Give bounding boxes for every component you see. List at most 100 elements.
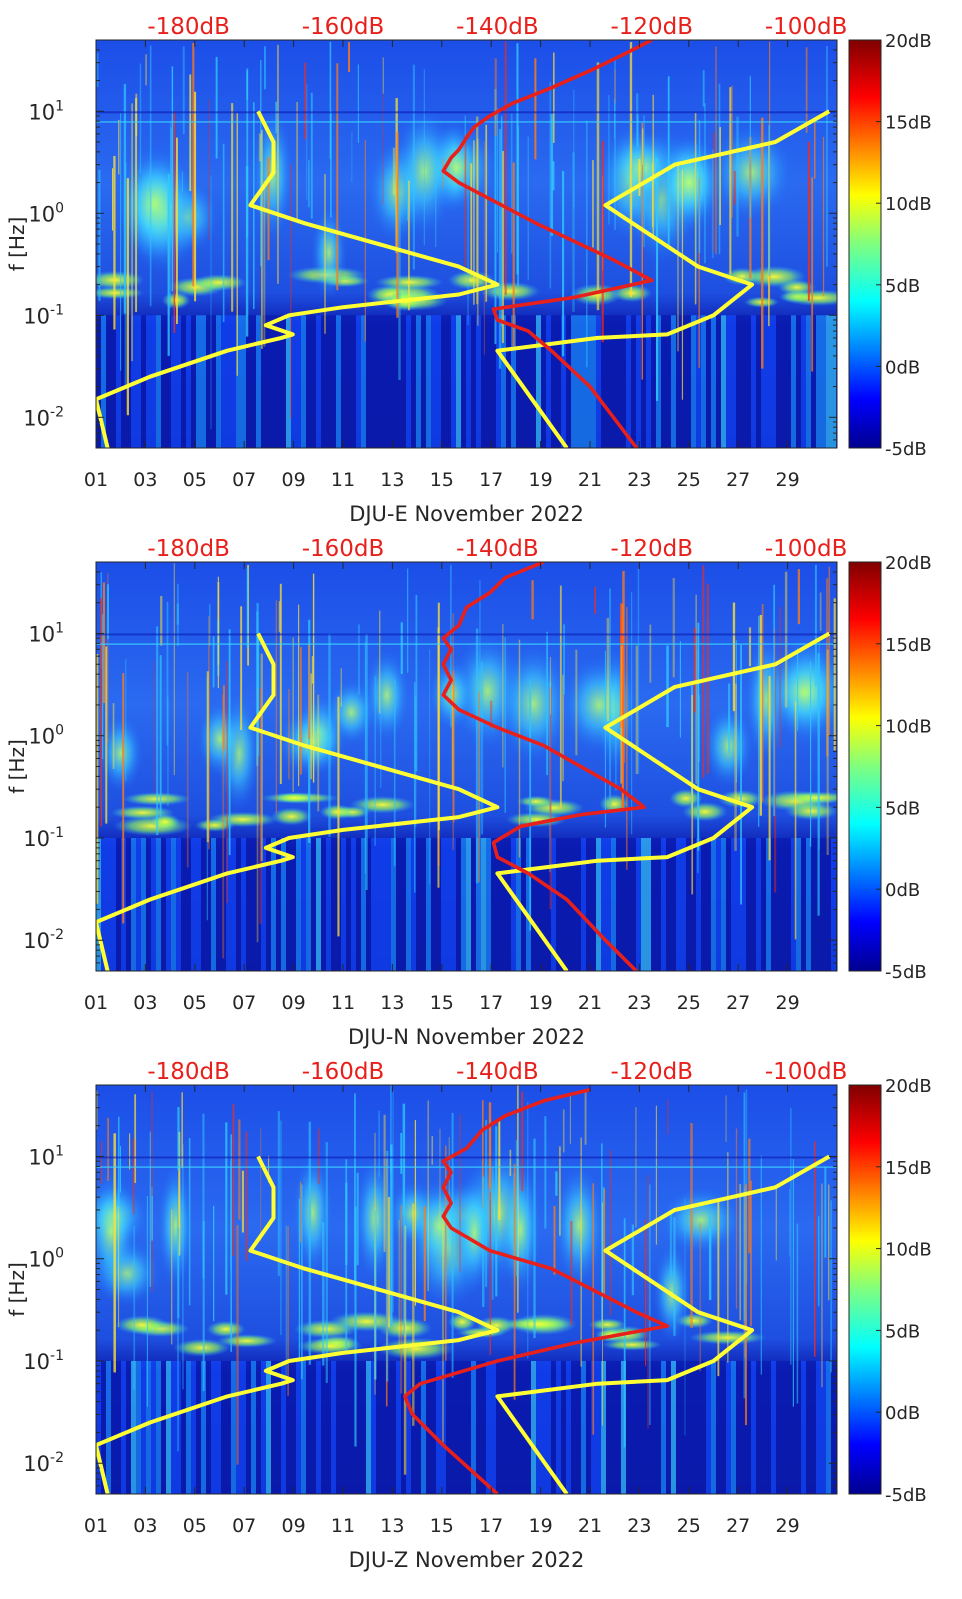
y-tick-label: 101 <box>28 1143 64 1169</box>
colorbar: 20dB 15dB 10dB 5dB 0dB -5dB <box>848 31 932 460</box>
x-tick-label: 19 <box>529 992 553 1014</box>
top-db-tick-label: -120dB <box>610 1059 693 1085</box>
colorbar-tick-label: 15dB <box>885 113 932 134</box>
x-tick-label: 21 <box>578 992 602 1014</box>
x-tick-label: 27 <box>726 992 750 1014</box>
x-tick-label: 17 <box>479 469 503 491</box>
y-tick-label: 10-2 <box>23 927 64 953</box>
x-tick-label: 19 <box>529 469 553 491</box>
x-tick-label: 09 <box>282 469 306 491</box>
y-tick-label: 101 <box>28 98 64 124</box>
x-tick-label: 29 <box>776 469 800 491</box>
top-db-tick-label: -180dB <box>147 14 230 40</box>
colorbar-tick-label: 5dB <box>885 1321 920 1342</box>
x-tick-label: 13 <box>380 1515 404 1537</box>
x-tick-label: 03 <box>133 469 157 491</box>
colorbar-tick-label: 15dB <box>885 635 932 656</box>
y-tick-label: 100 <box>28 1246 64 1272</box>
colorbar-gradient <box>848 1084 882 1495</box>
top-db-tick-label: -160dB <box>302 536 385 562</box>
noise-model-curve-1 <box>96 110 500 448</box>
top-db-tick-label: -180dB <box>147 536 230 562</box>
x-tick-label: 27 <box>726 1515 750 1537</box>
y-axis-label: f [Hz] <box>5 217 29 272</box>
x-tick-label: 15 <box>430 992 454 1014</box>
x-tick-label: 05 <box>183 1515 207 1537</box>
noise-model-curve-2 <box>495 631 831 971</box>
y-tick-label: 10-1 <box>23 825 64 851</box>
x-tick-label: 11 <box>331 1515 355 1537</box>
station-label: DJU-E November 2022 <box>349 502 584 526</box>
x-tick-label: 07 <box>232 992 256 1014</box>
y-tick-label: 10-1 <box>23 302 64 328</box>
x-tick-label: 29 <box>776 1515 800 1537</box>
colorbar-tick-label: 0dB <box>885 880 920 901</box>
x-tick-label: 23 <box>627 992 651 1014</box>
spectrogram-image <box>96 562 837 971</box>
x-tick-label: 09 <box>282 992 306 1014</box>
colorbar-tick-label: -5dB <box>885 962 927 983</box>
colorbar-tick-label: 20dB <box>885 31 932 52</box>
colorbar-tick-label: 5dB <box>885 276 920 297</box>
colorbar-tick-label: 20dB <box>885 553 932 574</box>
noise-model-curve-1 <box>96 1155 500 1494</box>
noise-model-curve-1 <box>96 632 500 971</box>
self-noise-curve <box>441 562 646 971</box>
colorbar-tick-label: -5dB <box>885 439 927 460</box>
y-tick-label: 10-2 <box>23 1450 64 1476</box>
spectrogram-panel-3: 01 03 05 07 09 11 13 15 17 19 21 23 25 27 29 10-2 10-1 10… <box>5 1059 932 1572</box>
x-tick-label: 25 <box>677 1515 701 1537</box>
colorbar-tick-label: 5dB <box>885 798 920 819</box>
x-tick-label: 19 <box>529 1515 553 1537</box>
x-tick-label: 05 <box>183 469 207 491</box>
top-db-tick-label: -180dB <box>147 1059 230 1085</box>
spectrogram-image <box>96 40 837 448</box>
x-tick-label: 21 <box>578 1515 602 1537</box>
colorbar-tick-label: 20dB <box>885 1076 932 1097</box>
top-db-tick-label: -100dB <box>765 1059 848 1085</box>
top-db-tick-label: -160dB <box>302 14 385 40</box>
colorbar: 20dB 15dB 10dB 5dB 0dB -5dB <box>848 1076 932 1506</box>
x-tick-label: 09 <box>282 1515 306 1537</box>
colorbar-tick-label: 10dB <box>885 194 932 215</box>
noise-model-curve-2 <box>495 1154 831 1494</box>
x-tick-label: 03 <box>133 1515 157 1537</box>
x-tick-label: 25 <box>677 469 701 491</box>
y-tick-label: 101 <box>28 620 64 646</box>
top-db-tick-label: -160dB <box>302 1059 385 1085</box>
top-db-tick-label: -140dB <box>456 1059 539 1085</box>
spectrogram-panel-2: 01 03 05 07 09 11 13 15 17 19 21 23 25 27 29 10-2 10-1 10… <box>5 536 932 1049</box>
x-tick-label: 13 <box>380 992 404 1014</box>
x-tick-label: 11 <box>331 992 355 1014</box>
x-tick-label: 23 <box>627 469 651 491</box>
y-axis-label: f [Hz] <box>5 1262 29 1317</box>
x-tick-label: 29 <box>776 992 800 1014</box>
top-db-tick-label: -100dB <box>765 14 848 40</box>
x-tick-label: 07 <box>232 469 256 491</box>
x-tick-label: 17 <box>479 992 503 1014</box>
x-tick-label: 25 <box>677 992 701 1014</box>
x-tick-label: 17 <box>479 1515 503 1537</box>
x-tick-label: 21 <box>578 469 602 491</box>
colorbar-gradient <box>848 561 882 972</box>
x-tick-label: 01 <box>84 992 108 1014</box>
x-tick-label: 15 <box>430 469 454 491</box>
colorbar-tick-label: 10dB <box>885 1240 932 1261</box>
y-axis-label: f [Hz] <box>5 739 29 794</box>
colorbar: 20dB 15dB 10dB 5dB 0dB -5dB <box>848 553 932 983</box>
y-tick-label: 100 <box>28 723 64 749</box>
x-tick-label: 01 <box>84 469 108 491</box>
top-db-tick-label: -120dB <box>610 14 693 40</box>
colorbar-tick-label: 0dB <box>885 357 920 378</box>
top-db-tick-label: -100dB <box>765 536 848 562</box>
top-db-tick-label: -140dB <box>456 14 539 40</box>
self-noise-curve <box>441 40 654 448</box>
colorbar-gradient <box>848 39 882 449</box>
spectrogram-panel-1: 01 03 05 07 09 11 13 15 17 19 21 23 25 27 29 10-2 10-1 10… <box>5 14 932 526</box>
x-tick-label: 23 <box>627 1515 651 1537</box>
x-tick-label: 07 <box>232 1515 256 1537</box>
colorbar-tick-label: 15dB <box>885 1158 932 1179</box>
x-tick-label: 27 <box>726 469 750 491</box>
y-tick-label: 100 <box>28 200 64 226</box>
